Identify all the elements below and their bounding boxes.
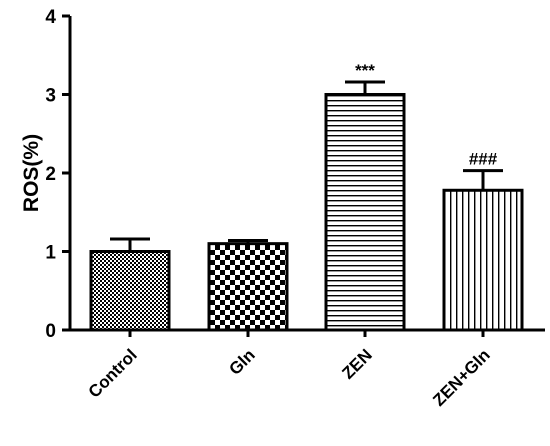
x-tick-label: ZEN [338, 345, 375, 382]
error-bars-group [110, 80, 503, 252]
y-tick-label: 4 [45, 7, 56, 28]
significance-label: ### [469, 150, 498, 169]
y-tick-label: 2 [45, 164, 56, 185]
bars-group [89, 93, 524, 332]
bar-control [89, 250, 171, 332]
significance-label: *** [355, 61, 375, 80]
bar-zen-gln [442, 188, 524, 332]
x-tick-label: ZEN+Gln [429, 345, 494, 410]
category-labels-group: Control Gln ZEN ZEN+Gln [85, 345, 494, 410]
bar-gln [207, 242, 289, 332]
y-tick-label: 3 [45, 86, 56, 107]
y-axis: 0 1 2 3 4 [45, 7, 72, 342]
significance-labels-group: *** ### [355, 61, 498, 169]
y-tick-label: 1 [45, 243, 56, 264]
x-tick-label: Gln [225, 345, 258, 378]
x-tick-label: Control [85, 345, 141, 401]
y-tick-label: 0 [45, 321, 56, 342]
y-axis-title: ROS(%) [20, 134, 43, 212]
bar-zen [324, 93, 406, 332]
